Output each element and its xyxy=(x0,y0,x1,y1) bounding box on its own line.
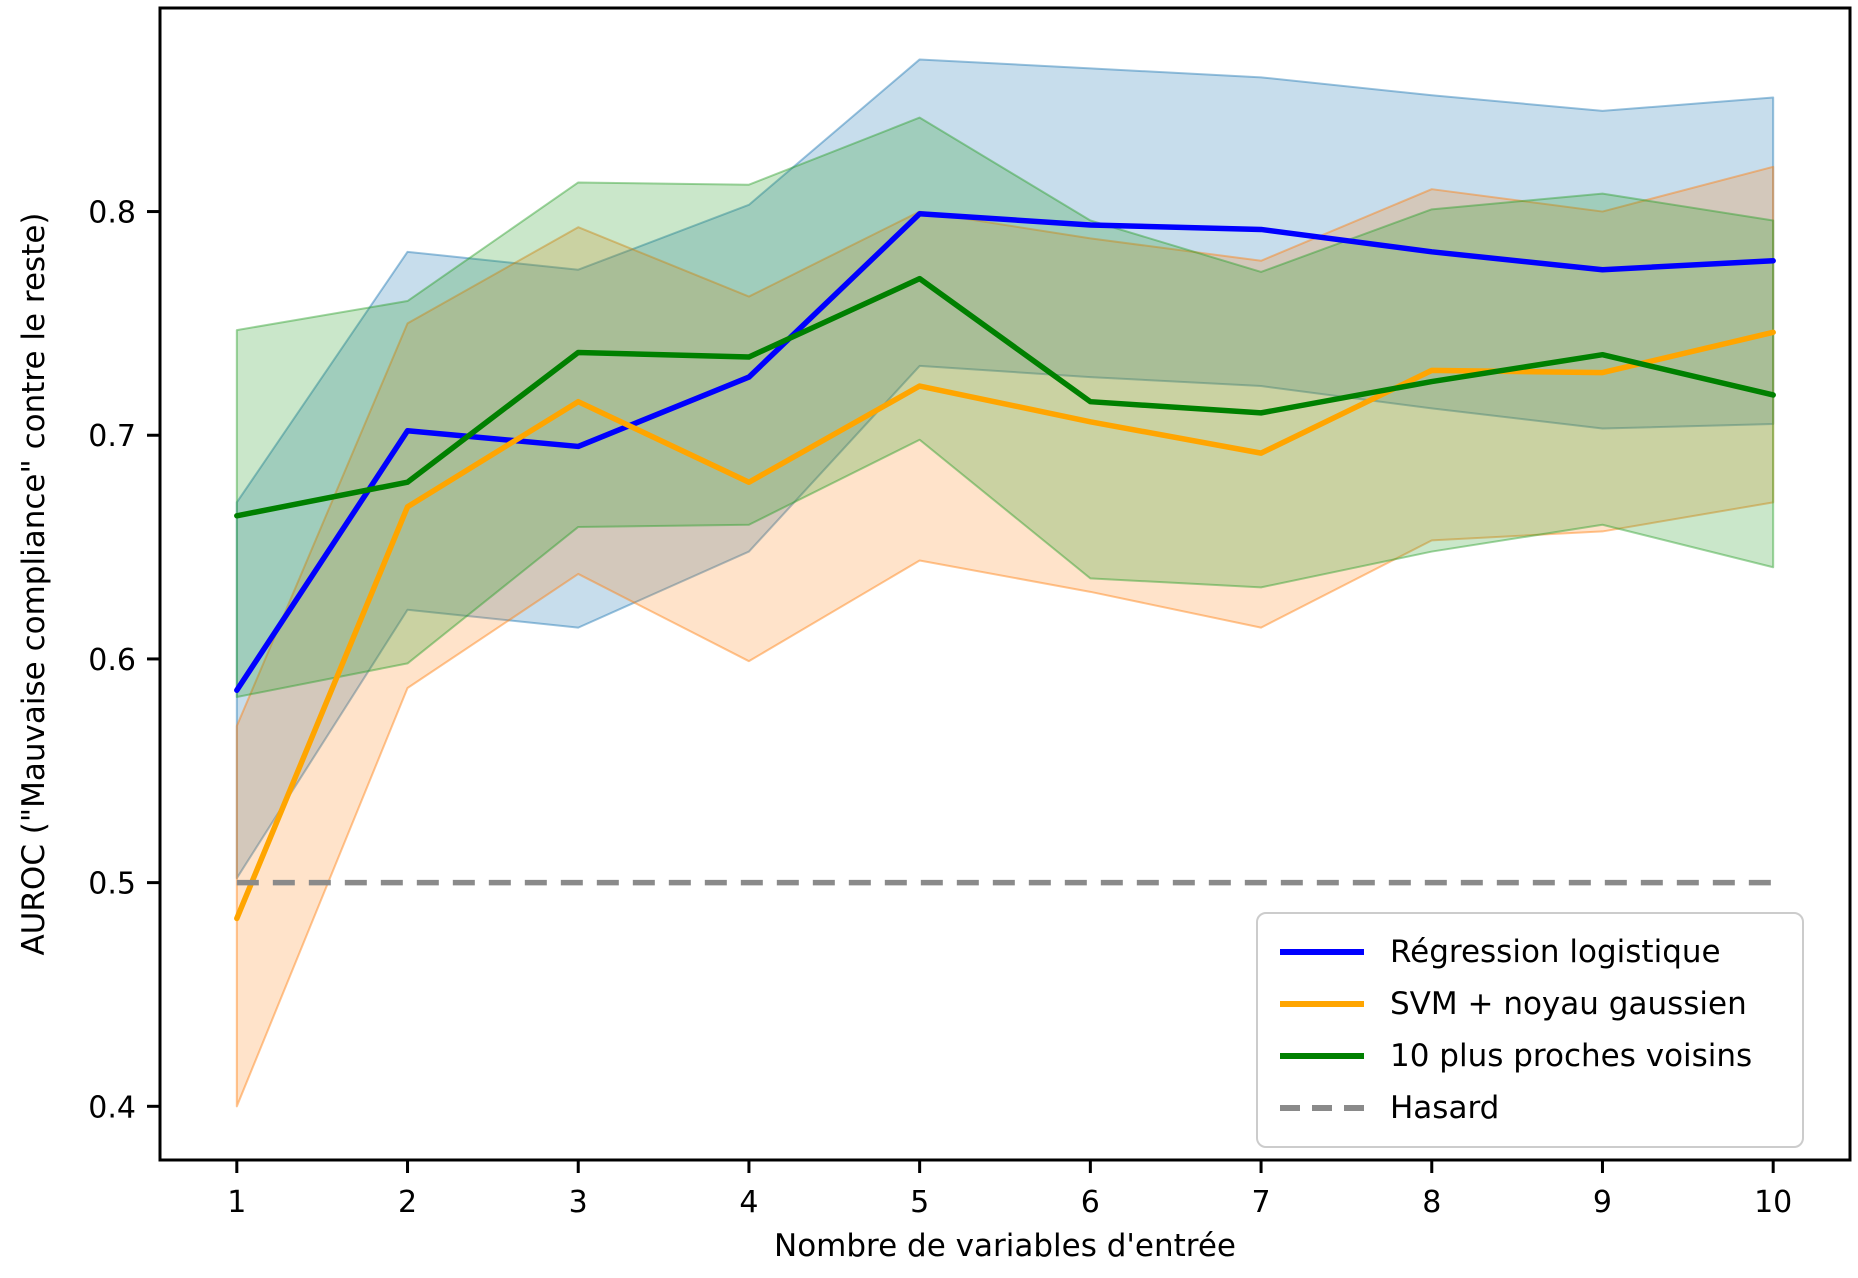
legend-box: Régression logistique SVM + noyau gaussie… xyxy=(1256,912,1804,1148)
legend-line-sample-hasard xyxy=(1280,1105,1364,1111)
x-tick-label: 9 xyxy=(1593,1185,1612,1220)
y-tick-label: 0.4 xyxy=(88,1090,136,1125)
legend-line-sample-svm-noyau-gaussien xyxy=(1280,1001,1364,1007)
x-tick-label: 7 xyxy=(1252,1185,1271,1220)
legend-item-svm-noyau-gaussien: SVM + noyau gaussien xyxy=(1278,986,1778,1022)
legend-item-regression-logistique: Régression logistique xyxy=(1278,934,1778,970)
legend-label-dix-plus-proches-voisins: 10 plus proches voisins xyxy=(1390,1038,1753,1074)
svm-noyau-gaussien-confidence-band xyxy=(235,165,1775,1108)
y-tick-label: 0.5 xyxy=(88,867,136,902)
x-tick-label: 8 xyxy=(1422,1185,1441,1220)
legend-item-hasard: Hasard xyxy=(1278,1090,1778,1126)
legend-label-svm-noyau-gaussien: SVM + noyau gaussien xyxy=(1390,986,1747,1022)
x-tick-label: 6 xyxy=(1081,1185,1100,1220)
y-tick-label: 0.6 xyxy=(88,643,136,678)
x-tick-label: 3 xyxy=(569,1185,588,1220)
regression-logistique-line xyxy=(234,211,1776,694)
x-tick-label: 1 xyxy=(227,1185,246,1220)
legend-label-regression-logistique: Régression logistique xyxy=(1390,934,1721,970)
dix-plus-proches-voisins-confidence-band xyxy=(235,116,1775,698)
y-axis-label: AUROC ("Mauvaise compliance" contre le r… xyxy=(16,212,52,956)
dix-plus-proches-voisins-line xyxy=(234,275,1776,519)
x-tick-label: 2 xyxy=(398,1185,417,1220)
plot-frame xyxy=(158,6,1852,1162)
svm-noyau-gaussien-line xyxy=(234,329,1776,922)
y-tick-label: 0.7 xyxy=(88,419,136,454)
x-axis-label: Nombre de variables d'entrée xyxy=(774,1228,1236,1264)
legend-line-sample-regression-logistique xyxy=(1280,949,1364,955)
y-tick-label: 0.8 xyxy=(88,196,136,231)
x-tick-label: 10 xyxy=(1754,1185,1792,1220)
legend-item-dix-plus-proches-voisins: 10 plus proches voisins xyxy=(1278,1038,1778,1074)
legend-line-sample-dix-plus-proches-voisins xyxy=(1280,1053,1364,1059)
x-tick-label: 4 xyxy=(739,1185,758,1220)
x-tick-label: 5 xyxy=(910,1185,929,1220)
regression-logistique-confidence-band xyxy=(235,58,1775,880)
legend-label-hasard: Hasard xyxy=(1390,1090,1500,1126)
